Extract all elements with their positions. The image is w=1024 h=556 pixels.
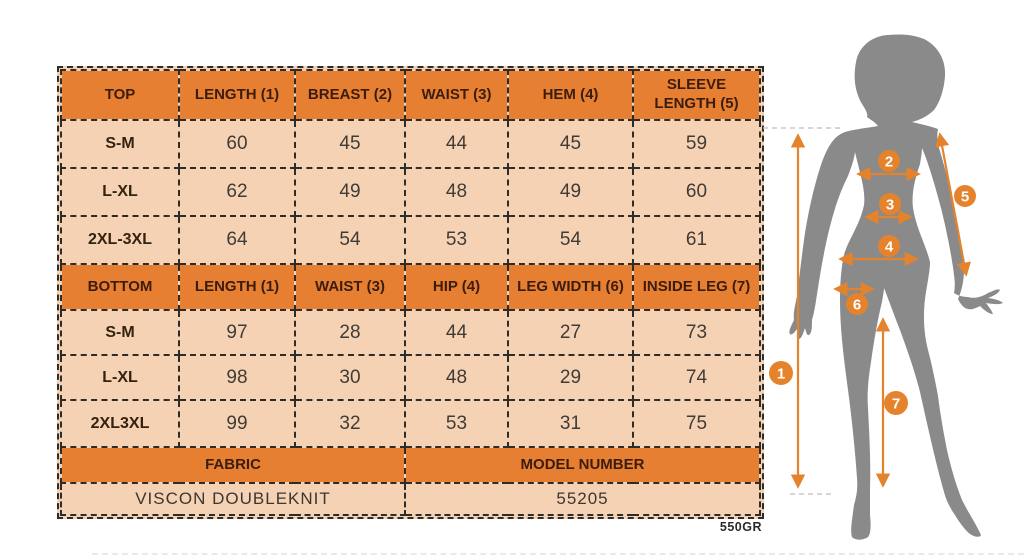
fabric-value: VISCON DOUBLEKNIT — [60, 482, 406, 516]
measure-value: 45 — [294, 119, 406, 169]
marker-number: 6 — [853, 296, 861, 313]
size-label: L-XL — [60, 167, 180, 217]
measure-value: 45 — [507, 119, 634, 169]
marker-number: 3 — [886, 196, 894, 213]
footer-value-row: VISCON DOUBLEKNIT 55205 — [60, 482, 761, 516]
header-cell-leg-width: LEG WIDTH (6) — [507, 263, 634, 311]
measure-value: 99 — [178, 399, 296, 448]
measure-value: 31 — [507, 399, 634, 448]
measure-value: 44 — [404, 119, 509, 169]
measure-value: 98 — [178, 354, 296, 401]
header-cell-model-number: MODEL NUMBER — [404, 446, 761, 484]
weight-note: 550GR — [719, 520, 762, 534]
size-label: S-M — [60, 309, 180, 356]
marker-circle-5: 5 — [954, 185, 976, 207]
table-row: 2XL-3XL 64 54 53 54 61 — [60, 215, 761, 265]
measure-value: 53 — [404, 215, 509, 265]
measure-value: 30 — [294, 354, 406, 401]
table-row: S-M 97 28 44 27 73 — [60, 309, 761, 356]
measure-value: 74 — [632, 354, 761, 401]
measure-value: 73 — [632, 309, 761, 356]
bottom-header-row: BOTTOM LENGTH (1) WAIST (3) HIP (4) LEG … — [60, 263, 761, 311]
measure-value: 54 — [294, 215, 406, 265]
woman-silhouette-icon — [789, 34, 1003, 540]
header-cell-waist: WAIST (3) — [404, 69, 509, 121]
header-cell-sleeve-length: SLEEVE LENGTH (5) — [632, 69, 761, 121]
measure-value: 64 — [178, 215, 296, 265]
marker-circle-2: 2 — [878, 150, 900, 172]
table-row: L-XL 62 49 48 49 60 — [60, 167, 761, 217]
measure-value: 48 — [404, 354, 509, 401]
marker-number: 1 — [777, 365, 785, 382]
measure-value: 28 — [294, 309, 406, 356]
table-row: 2XL3XL 99 32 53 31 75 — [60, 399, 761, 448]
measure-value: 53 — [404, 399, 509, 448]
measure-value: 97 — [178, 309, 296, 356]
measure-value: 60 — [178, 119, 296, 169]
header-cell-inside-leg: INSIDE LEG (7) — [632, 263, 761, 311]
header-cell-breast: BREAST (2) — [294, 69, 406, 121]
marker-circle-7: 7 — [884, 391, 908, 415]
measure-value: 49 — [294, 167, 406, 217]
bottom-dashed-guide — [92, 553, 1024, 555]
header-cell-length: LENGTH (1) — [178, 263, 296, 311]
measure-value: 60 — [632, 167, 761, 217]
footer-header-row: FABRIC MODEL NUMBER — [60, 446, 761, 484]
marker-circle-1: 1 — [769, 361, 793, 385]
measure-value: 61 — [632, 215, 761, 265]
marker-number: 5 — [961, 188, 969, 205]
size-label: 2XL-3XL — [60, 215, 180, 265]
measure-value: 44 — [404, 309, 509, 356]
measure-value: 27 — [507, 309, 634, 356]
model-number-value: 55205 — [404, 482, 761, 516]
marker-circle-3: 3 — [879, 193, 901, 215]
marker-circle-4: 4 — [878, 235, 900, 257]
measure-value: 29 — [507, 354, 634, 401]
size-label: S-M — [60, 119, 180, 169]
size-chart: TOP LENGTH (1) BREAST (2) WAIST (3) HEM … — [57, 66, 764, 519]
measure-value: 32 — [294, 399, 406, 448]
measure-value: 59 — [632, 119, 761, 169]
size-chart-table: TOP LENGTH (1) BREAST (2) WAIST (3) HEM … — [60, 69, 761, 516]
marker-number: 4 — [885, 238, 894, 255]
marker-number: 7 — [892, 395, 900, 412]
measure-value: 75 — [632, 399, 761, 448]
measure-value: 49 — [507, 167, 634, 217]
table-row: S-M 60 45 44 45 59 — [60, 119, 761, 169]
header-cell-length: LENGTH (1) — [178, 69, 296, 121]
marker-number: 2 — [885, 153, 893, 170]
measurement-figure: 1 2 3 4 5 6 7 — [760, 0, 1024, 556]
header-cell-hip: HIP (4) — [404, 263, 509, 311]
measure-value: 62 — [178, 167, 296, 217]
table-row: L-XL 98 30 48 29 74 — [60, 354, 761, 401]
measure-value: 48 — [404, 167, 509, 217]
top-header-row: TOP LENGTH (1) BREAST (2) WAIST (3) HEM … — [60, 69, 761, 121]
measure-value: 54 — [507, 215, 634, 265]
header-cell-bottom: BOTTOM — [60, 263, 180, 311]
size-label: L-XL — [60, 354, 180, 401]
header-cell-hem: HEM (4) — [507, 69, 634, 121]
size-label: 2XL3XL — [60, 399, 180, 448]
measurement-arrow-5 — [935, 132, 971, 277]
marker-circle-6: 6 — [846, 293, 868, 315]
header-cell-fabric: FABRIC — [60, 446, 406, 484]
header-cell-waist: WAIST (3) — [294, 263, 406, 311]
header-cell-top: TOP — [60, 69, 180, 121]
measurement-figure-svg: 1 2 3 4 5 6 7 — [763, 34, 1003, 540]
